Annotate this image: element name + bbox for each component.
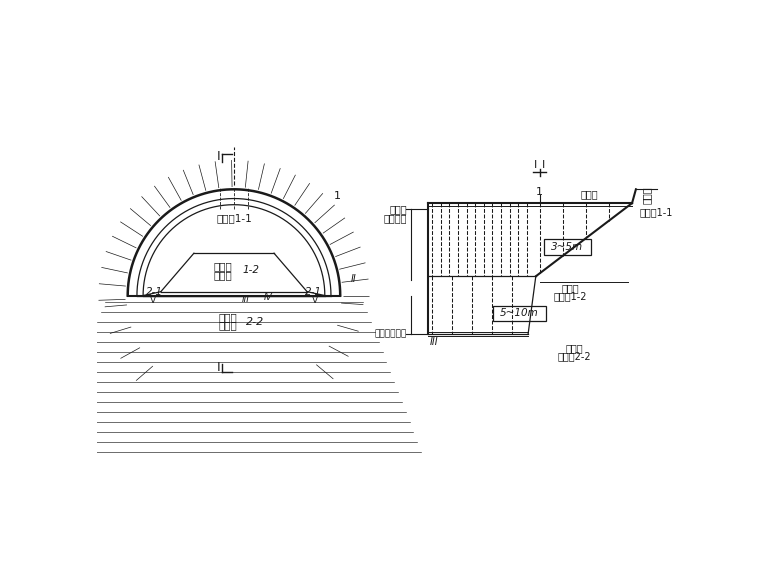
Text: 1: 1	[334, 190, 341, 201]
Text: 掌子面: 掌子面	[642, 186, 652, 204]
Text: I: I	[542, 160, 545, 170]
Text: 1-2: 1-2	[242, 265, 259, 275]
Text: 1: 1	[536, 188, 543, 197]
Text: 上台阶: 上台阶	[214, 261, 233, 271]
Text: 核心土2-2: 核心土2-2	[558, 351, 591, 361]
Text: I: I	[217, 150, 221, 164]
Text: 上台阶: 上台阶	[581, 189, 599, 199]
Text: II: II	[351, 274, 357, 284]
Text: 3~5m: 3~5m	[551, 242, 584, 252]
Text: 上台阶: 上台阶	[562, 283, 579, 293]
Text: 核心土1-2: 核心土1-2	[554, 291, 587, 302]
Text: 核心土: 核心土	[214, 270, 233, 280]
Bar	[493, 306, 546, 321]
Text: I: I	[534, 160, 537, 170]
Text: 核心土: 核心土	[218, 320, 237, 331]
Text: 2-1: 2-1	[146, 287, 163, 297]
Text: 下台阶: 下台阶	[218, 312, 237, 322]
Text: 上台阶1-1: 上台阶1-1	[216, 214, 252, 223]
Text: 5~10m: 5~10m	[500, 308, 539, 318]
Text: 2-1: 2-1	[305, 287, 321, 297]
Text: I: I	[217, 361, 221, 374]
Text: V: V	[150, 296, 156, 305]
Text: V: V	[312, 296, 318, 305]
Text: 初期支护: 初期支护	[384, 214, 407, 223]
Text: 钢拱架: 钢拱架	[390, 204, 407, 214]
Text: 仰拱初期支护: 仰拱初期支护	[375, 329, 407, 339]
Text: 2-2: 2-2	[246, 317, 264, 327]
Text: IV: IV	[264, 292, 273, 302]
Text: III: III	[430, 337, 439, 347]
Text: 上台阶1-1: 上台阶1-1	[640, 207, 673, 217]
Bar	[543, 239, 591, 255]
Text: 下台阶: 下台阶	[565, 343, 583, 353]
Text: III: III	[242, 295, 249, 304]
